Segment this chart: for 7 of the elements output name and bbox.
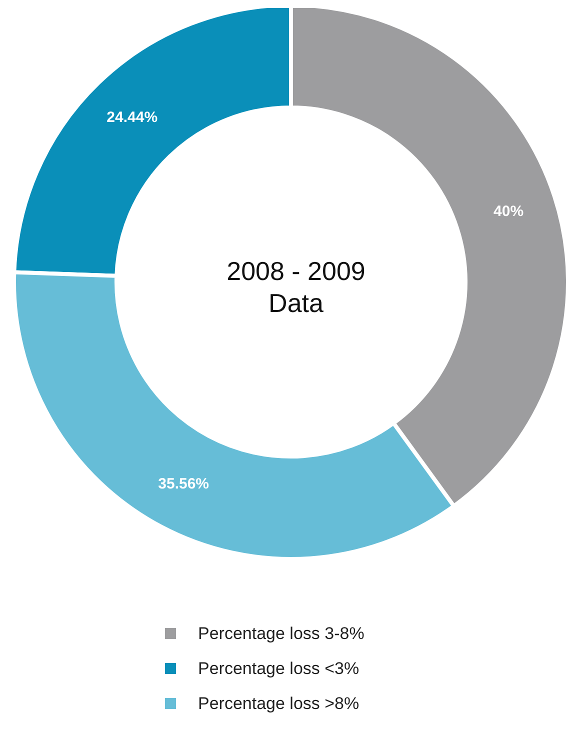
data-label: 35.56% [158, 475, 210, 492]
legend-label: Percentage loss >8% [198, 694, 360, 713]
legend-label: Percentage loss 3-8% [198, 624, 364, 643]
data-label: 24.44% [106, 108, 158, 126]
legend-label: Percentage loss <3% [198, 659, 360, 678]
data-label: 40% [494, 202, 524, 220]
text: 2008 - 2009 Data [226, 256, 366, 318]
